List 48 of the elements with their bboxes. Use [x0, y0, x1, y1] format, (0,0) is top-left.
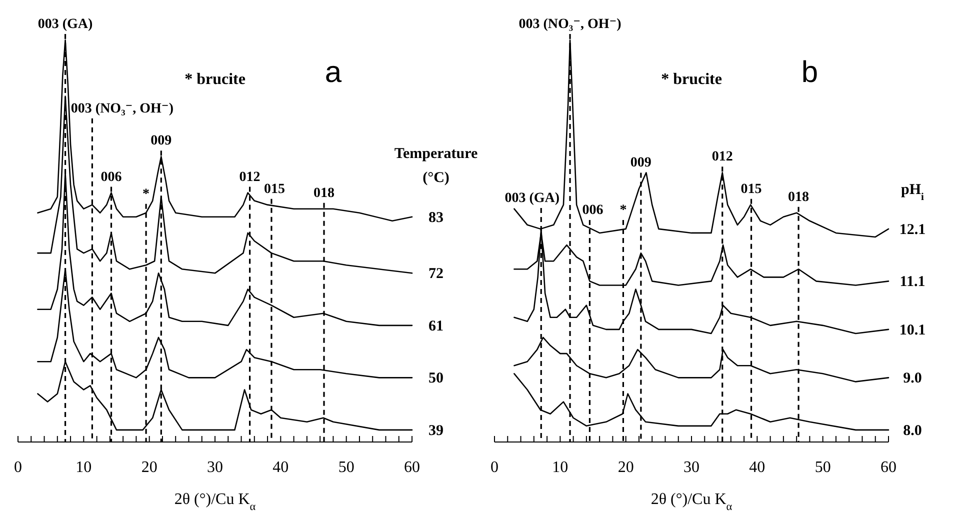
annotation: *	[620, 202, 627, 218]
x-tick-label: 50	[814, 459, 831, 476]
series-label: 9.0	[903, 370, 922, 387]
x-tick-label: 50	[338, 459, 354, 476]
annotation: 018	[788, 190, 810, 205]
series-label: 10.1	[899, 322, 926, 338]
x-tick-label: 20	[141, 459, 158, 476]
series-label: 72	[428, 266, 444, 282]
x-axis-title: 2θ (°)/Cu K$_{α}$	[174, 491, 256, 513]
x-tick-label: 0	[14, 459, 22, 476]
x-tick-label: 30	[207, 459, 223, 476]
annotation: 009	[150, 134, 172, 149]
series-label: 39	[428, 422, 444, 439]
annotation: 006	[100, 170, 122, 185]
x-tick-label: 60	[880, 459, 896, 476]
annotation: 003 (GA)	[504, 190, 560, 206]
annotation: 012	[239, 170, 260, 185]
annotation: 003 (NO₃⁻, OH⁻)	[70, 101, 174, 116]
text: a	[324, 56, 342, 89]
x-tick-label: 40	[749, 459, 766, 476]
annotation: 003 (NO₃⁻, OH⁻)	[518, 17, 622, 32]
annotation: 009	[630, 156, 652, 171]
x-tick-label: 20	[618, 459, 634, 476]
text: b	[801, 56, 818, 89]
annotation: * brucite	[184, 71, 246, 88]
series-label: 8.0	[903, 422, 922, 439]
series-label: 12.1	[899, 222, 926, 238]
legend-title: pH$_{i}$	[901, 182, 924, 202]
annotation: * brucite	[661, 71, 722, 88]
x-tick-label: 10	[76, 459, 92, 476]
series-label: 83	[428, 210, 444, 226]
annotation: 006	[582, 202, 604, 218]
series-label: 50	[428, 370, 444, 387]
x-tick-label: 60	[404, 459, 420, 476]
annotation: 015	[264, 182, 285, 197]
x-tick-label: 10	[552, 459, 568, 476]
annotation: 015	[740, 182, 762, 197]
annotation: 003 (GA)	[38, 17, 94, 32]
series-label: 61	[428, 318, 444, 334]
series-label: 11.1	[900, 274, 926, 290]
x-tick-label: 0	[490, 459, 498, 476]
x-axis-title: 2θ (°)/Cu K$_{α}$	[650, 491, 732, 513]
x-tick-label: 30	[684, 459, 700, 476]
annotation: 018	[314, 186, 335, 201]
annotation: *	[142, 186, 150, 202]
legend-title: Temperature (°C)	[394, 146, 478, 186]
x-tick-label: 40	[272, 459, 289, 476]
annotation: 012	[712, 150, 733, 165]
